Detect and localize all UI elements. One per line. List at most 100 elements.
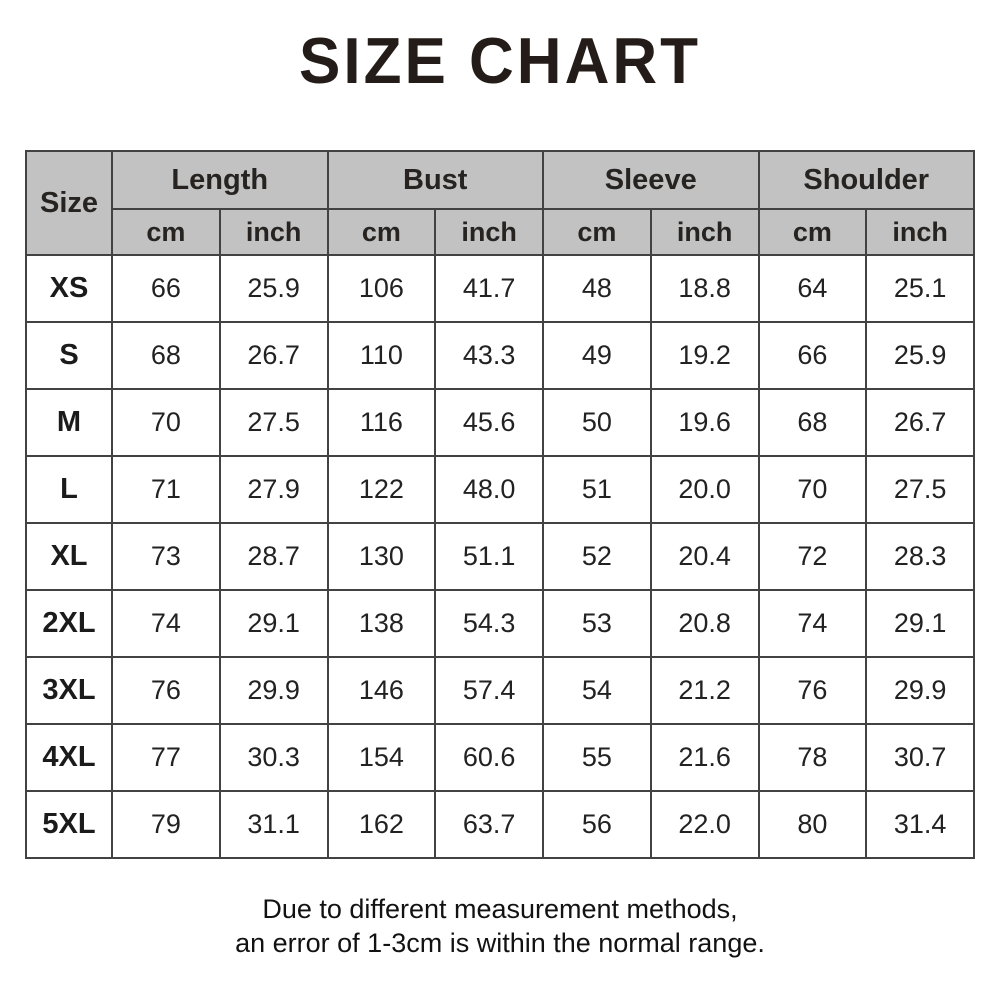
value-cell: 74 <box>111 589 221 658</box>
value-cell: 30.3 <box>218 723 329 792</box>
header-unit-row: cm inch cm inch cm inch cm inch <box>26 208 975 256</box>
value-cell: 20.4 <box>649 522 760 591</box>
unit-header-bust-inch: inch <box>434 208 544 256</box>
value-cell: 49 <box>542 321 652 390</box>
value-cell: 146 <box>326 656 437 725</box>
value-cell: 28.7 <box>218 522 329 591</box>
size-cell: L <box>25 455 113 524</box>
value-cell: 25.1 <box>865 254 975 323</box>
size-cell: 3XL <box>25 656 113 725</box>
value-cell: 63.7 <box>434 790 544 859</box>
header-group-row: Size Length Bust Sleeve Shoulder <box>25 150 975 256</box>
value-cell: 56 <box>542 790 652 859</box>
value-cell: 51.1 <box>434 522 544 591</box>
table-header: Size Length Bust Sleeve Shoulder cm inch… <box>25 150 975 256</box>
value-cell: 45.6 <box>434 388 544 457</box>
value-cell: 30.7 <box>865 723 975 792</box>
col-group-length: Length <box>111 150 329 210</box>
table-row: 3XL 76 29.9 146 57.4 54 21.2 76 29.9 <box>25 656 975 725</box>
value-cell: 54 <box>542 656 652 725</box>
table-row: 5XL 79 31.1 162 63.7 56 22.0 80 31.4 <box>25 790 975 859</box>
size-cell: 5XL <box>25 790 113 859</box>
size-cell: S <box>25 321 113 390</box>
value-cell: 22.0 <box>649 790 760 859</box>
table-row: S 68 26.7 110 43.3 49 19.2 66 25.9 <box>25 321 975 390</box>
footer-line-2: an error of 1-3cm is within the normal r… <box>235 927 765 958</box>
value-cell: 48 <box>542 254 652 323</box>
table-row: L 71 27.9 122 48.0 51 20.0 70 27.5 <box>25 455 975 524</box>
value-cell: 162 <box>326 790 437 859</box>
value-cell: 43.3 <box>434 321 544 390</box>
size-cell: M <box>25 388 113 457</box>
value-cell: 154 <box>326 723 437 792</box>
value-cell: 122 <box>326 455 437 524</box>
value-cell: 76 <box>757 656 868 725</box>
table-body: XS 66 25.9 106 41.7 48 18.8 64 25.1 S 68 26.7 110 43.… <box>25 254 975 859</box>
table-row: XS 66 25.9 106 41.7 48 18.8 64 25.1 <box>25 254 975 323</box>
value-cell: 73 <box>111 522 221 591</box>
unit-header-shoulder-inch: inch <box>865 208 975 256</box>
value-cell: 25.9 <box>865 321 975 390</box>
value-cell: 70 <box>111 388 221 457</box>
value-cell: 29.9 <box>865 656 975 725</box>
table-row: XL 73 28.7 130 51.1 52 20.4 72 28.3 <box>25 522 975 591</box>
value-cell: 60.6 <box>434 723 544 792</box>
col-group-shoulder: Shoulder <box>757 150 975 210</box>
value-cell: 26.7 <box>218 321 329 390</box>
value-cell: 41.7 <box>434 254 544 323</box>
page-title: SIZE CHART <box>299 25 701 98</box>
value-cell: 106 <box>326 254 437 323</box>
value-cell: 52 <box>542 522 652 591</box>
value-cell: 54.3 <box>434 589 544 658</box>
size-cell: XL <box>25 522 113 591</box>
table-row: M 70 27.5 116 45.6 50 19.6 68 26.7 <box>25 388 975 457</box>
value-cell: 27.5 <box>865 455 975 524</box>
col-group-bust: Bust <box>326 150 544 210</box>
value-cell: 130 <box>326 522 437 591</box>
value-cell: 78 <box>757 723 868 792</box>
value-cell: 20.0 <box>649 455 760 524</box>
value-cell: 26.7 <box>865 388 975 457</box>
unit-header-bust-cm: cm <box>326 208 437 256</box>
value-cell: 29.9 <box>218 656 329 725</box>
unit-header-length-inch: inch <box>218 208 329 256</box>
value-cell: 79 <box>111 790 221 859</box>
value-cell: 21.6 <box>649 723 760 792</box>
value-cell: 76 <box>111 656 221 725</box>
value-cell: 66 <box>111 254 221 323</box>
unit-header-sleeve-inch: inch <box>649 208 760 256</box>
value-cell: 19.6 <box>649 388 760 457</box>
value-cell: 55 <box>542 723 652 792</box>
value-cell: 116 <box>326 388 437 457</box>
value-cell: 72 <box>757 522 868 591</box>
value-cell: 31.4 <box>865 790 975 859</box>
value-cell: 51 <box>542 455 652 524</box>
col-header-size: Size <box>25 150 113 256</box>
value-cell: 74 <box>757 589 868 658</box>
footer-line-1: Due to different measurement methods, <box>262 894 738 924</box>
value-cell: 53 <box>542 589 652 658</box>
col-group-sleeve: Sleeve <box>542 150 760 210</box>
value-cell: 68 <box>111 321 221 390</box>
size-cell: 2XL <box>25 589 113 658</box>
value-cell: 57.4 <box>434 656 544 725</box>
value-cell: 110 <box>326 321 437 390</box>
value-cell: 29.1 <box>218 589 329 658</box>
value-cell: 138 <box>326 589 437 658</box>
value-cell: 66 <box>757 321 868 390</box>
value-cell: 20.8 <box>649 589 760 658</box>
value-cell: 68 <box>757 388 868 457</box>
value-cell: 21.2 <box>649 656 760 725</box>
value-cell: 71 <box>111 455 221 524</box>
value-cell: 48.0 <box>434 455 544 524</box>
value-cell: 50 <box>542 388 652 457</box>
size-cell: XS <box>25 254 113 323</box>
size-cell: 4XL <box>25 723 113 792</box>
size-chart-table: Size Length Bust Sleeve Shoulder cm inch… <box>25 150 975 859</box>
table-row: 2XL 74 29.1 138 54.3 53 20.8 74 29.1 <box>25 589 975 658</box>
footer-note: Due to different measurement methods, an… <box>0 893 1000 961</box>
unit-header-shoulder-cm: cm <box>757 208 868 256</box>
value-cell: 19.2 <box>649 321 760 390</box>
value-cell: 28.3 <box>865 522 975 591</box>
